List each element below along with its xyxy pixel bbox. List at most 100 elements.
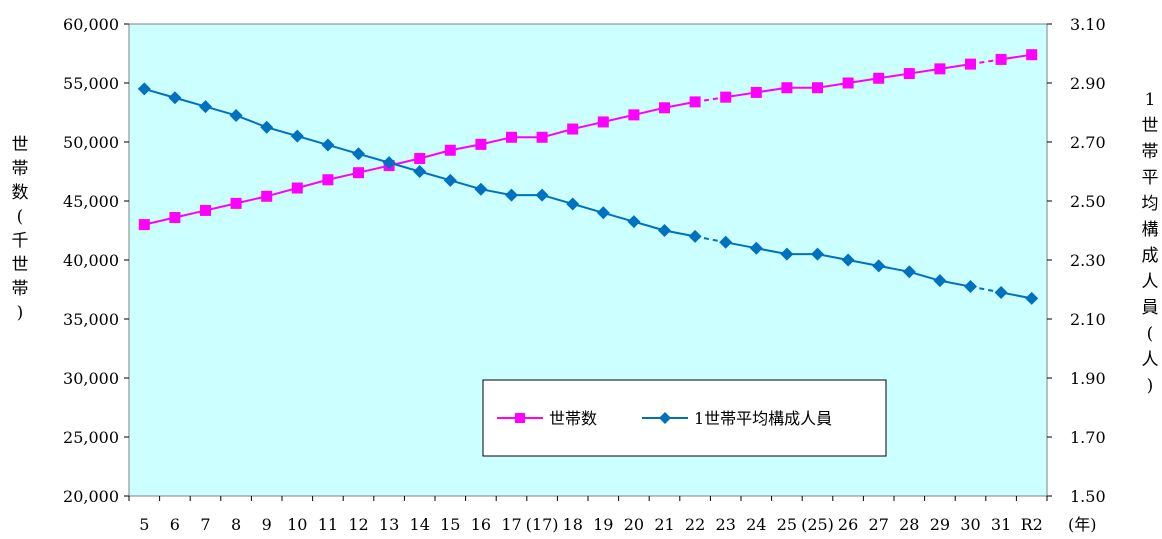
- left-tick-label: 60,000: [63, 15, 119, 34]
- data-point-square: [750, 86, 762, 98]
- x-tick-label: 16: [471, 515, 491, 534]
- data-point-square: [322, 174, 334, 186]
- data-point-square: [169, 212, 181, 224]
- data-point-diamond: [535, 188, 549, 202]
- right-tick-label: 1.70: [1070, 428, 1106, 447]
- data-point-diamond: [1025, 291, 1039, 305]
- legend-label-members: 1世帯平均構成人員: [694, 409, 832, 428]
- data-point-square: [200, 204, 211, 216]
- series-line-segment: [235, 114, 268, 129]
- series-line-segment: [633, 220, 665, 232]
- left-tick-label: 55,000: [63, 74, 119, 93]
- x-tick-label: (25): [801, 515, 834, 534]
- data-point-square: [414, 153, 426, 165]
- x-tick-label: 22: [685, 515, 705, 534]
- right-axis: 1.50 1.70 1.90 2.10 2.30 2.50 2.70 2.90 3.10: [1047, 15, 1106, 506]
- legend-marker-members: [659, 412, 671, 424]
- series-line-segment: [327, 143, 359, 155]
- x-tick-label: 15: [440, 515, 460, 534]
- left-axis-title: 世帯数(千世帯): [12, 135, 29, 323]
- data-point-square: [230, 197, 242, 209]
- right-tick-label: 2.90: [1070, 74, 1106, 93]
- series-line-segment: [266, 126, 298, 138]
- data-point-diamond: [596, 206, 610, 220]
- series-line-segment: [174, 96, 206, 108]
- x-tick-label: 26: [838, 515, 858, 534]
- data-point-square: [597, 116, 609, 128]
- data-point-diamond: [841, 253, 855, 267]
- data-point-diamond: [413, 165, 427, 178]
- data-point-square: [659, 102, 670, 114]
- left-tick-label: 25,000: [63, 428, 119, 447]
- right-tick-label: 1.90: [1070, 369, 1106, 388]
- data-point-diamond: [719, 235, 733, 249]
- x-tick-label: 18: [563, 515, 583, 534]
- legend-marker-households: [515, 413, 525, 423]
- x-tick-label: 6: [170, 515, 180, 534]
- x-tick-label: 11: [318, 515, 338, 534]
- data-point-diamond: [229, 108, 243, 122]
- series-line-segment: [450, 179, 482, 191]
- data-point-square: [873, 72, 885, 84]
- data-point-diamond: [352, 147, 365, 161]
- data-point-diamond: [994, 285, 1008, 299]
- data-point-diamond: [137, 82, 151, 96]
- right-axis-title-text: 1 世帯平均構成人員(人): [1142, 90, 1159, 396]
- data-point-square: [965, 58, 976, 70]
- data-point-square: [934, 63, 946, 75]
- data-point-square: [291, 182, 303, 194]
- data-point-square: [812, 82, 823, 94]
- right-tick-label: 2.30: [1070, 251, 1106, 270]
- series-line-segment: [909, 270, 941, 282]
- series-line-segment: [541, 194, 573, 205]
- data-point-diamond: [933, 274, 947, 288]
- x-tick-label: 25: [777, 515, 797, 534]
- x-tick-label: 21: [654, 515, 674, 534]
- series-line-segment: [572, 202, 604, 214]
- x-tick-label: 14: [410, 515, 430, 534]
- data-point-diamond: [168, 91, 182, 105]
- legend-label-households: 世帯数: [549, 409, 597, 428]
- data-point-diamond: [627, 215, 641, 229]
- x-tick-label: R2: [1021, 515, 1043, 534]
- data-point-square: [567, 123, 579, 135]
- right-tick-label: 2.10: [1070, 310, 1106, 329]
- data-point-square: [781, 82, 793, 94]
- left-tick-label: 35,000: [63, 310, 119, 329]
- x-tick-label: 20: [624, 515, 644, 534]
- series-members: [137, 82, 1039, 305]
- x-tick-label: 13: [379, 515, 399, 534]
- data-point-square: [628, 109, 640, 121]
- series-layer: [137, 49, 1039, 305]
- data-point-square: [689, 96, 701, 108]
- left-tick-label: 30,000: [63, 369, 119, 388]
- data-point-square: [903, 68, 915, 80]
- data-point-square: [842, 77, 854, 89]
- data-point-square: [261, 190, 273, 202]
- data-point-diamond: [780, 247, 794, 261]
- data-point-diamond: [474, 182, 488, 196]
- data-point-diamond: [260, 120, 274, 134]
- legend: 世帯数 1世帯平均構成人員: [482, 379, 887, 457]
- x-tick-label: 8: [231, 515, 241, 534]
- left-axis: 20,000 25,000 30,000 35,000 40,000 45,000 50,0…: [63, 15, 129, 506]
- data-point-diamond: [443, 173, 457, 187]
- data-point-diamond: [505, 188, 518, 202]
- series-line-segment: [603, 211, 635, 223]
- x-tick-label: 7: [200, 515, 210, 534]
- x-unit-label: (年): [1068, 515, 1097, 534]
- x-tick-label: 17: [501, 515, 521, 534]
- left-tick-label: 40,000: [63, 251, 119, 270]
- x-tick-label: 5: [139, 515, 149, 534]
- data-point-square: [995, 53, 1007, 65]
- x-axis: 5 6 7 8 9 10 11 12 13 14 15 16 17 (17) 18 19 20 21 22 23 24 2…: [128, 496, 1048, 534]
- data-point-diamond: [688, 229, 702, 243]
- data-point-diamond: [290, 129, 304, 143]
- x-tick-label: 31: [991, 515, 1011, 534]
- series-line-segment: [205, 105, 237, 117]
- x-tick-label: 9: [262, 515, 272, 534]
- data-point-square: [444, 144, 456, 156]
- data-point-diamond: [902, 265, 916, 279]
- x-tick-label: 10: [287, 515, 307, 534]
- left-axis-title-text: 世帯数(千世帯): [12, 135, 29, 323]
